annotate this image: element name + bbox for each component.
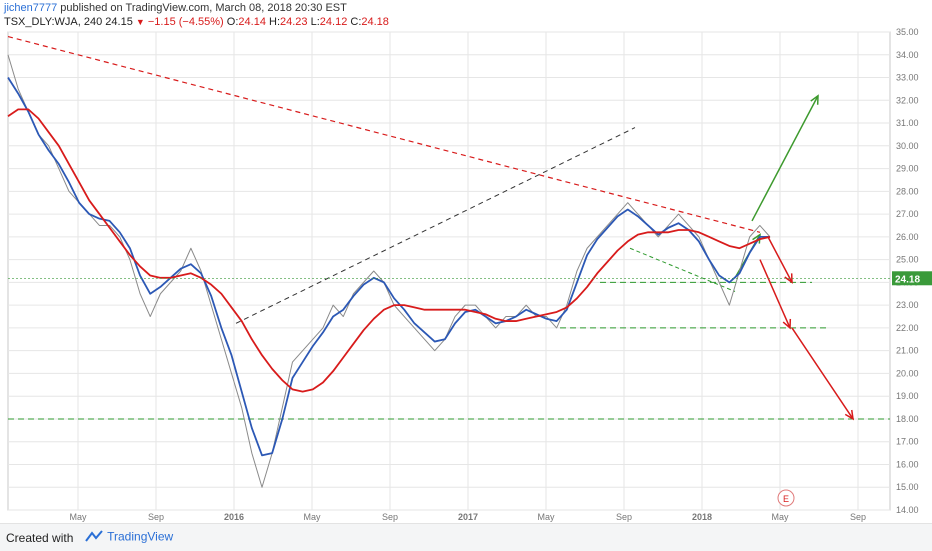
x-tick-label: May — [303, 512, 321, 522]
bearish-arrow-2 — [759, 259, 791, 329]
high-label: H: — [269, 16, 280, 28]
series-line — [7, 77, 770, 457]
open-label: O: — [226, 16, 239, 28]
y-tick-label: 34.00 — [896, 50, 919, 60]
chart-area[interactable]: 35.00 34.00 33.00 32.00 31.00 30.00 29.00 28.00… — [0, 27, 932, 523]
earnings-marker-label: E — [783, 494, 789, 504]
x-tick-label: May — [537, 512, 555, 522]
y-tick-label: 22.00 — [896, 323, 919, 333]
tradingview-link[interactable]: TradingView — [84, 529, 173, 546]
header-quote-line: TSX_DLY:WJA, 240 24.15 ▼ −1.15 (−4.55%) … — [4, 16, 389, 28]
earnings-marker-icon — [777, 489, 795, 507]
tradingview-brand-label: TradingView — [107, 529, 174, 544]
y-tick-label: 15.00 — [896, 482, 919, 492]
x-tick-label: Sep — [616, 512, 632, 522]
bearish-arrow-3 — [791, 327, 854, 420]
y-tick-label: 21.00 — [896, 346, 919, 356]
open-value: 24.14 — [238, 16, 266, 28]
bearish-arrow-3-head — [844, 409, 854, 421]
bullish-arrow-head — [810, 94, 819, 105]
tradingview-logo-icon — [84, 529, 104, 546]
y-tick-label: 32.00 — [896, 95, 919, 105]
x-tick-label: May — [69, 512, 87, 522]
y-tick-label: 20.00 — [896, 368, 919, 378]
header-publish-line: jichen7777 published on TradingView.com,… — [4, 2, 347, 14]
bearish-arrow-1-head — [784, 273, 793, 284]
high-value: 24.23 — [280, 16, 308, 28]
x-tick-label: May — [771, 512, 789, 522]
low-value: 24.12 — [319, 16, 348, 28]
y-tick-label: 19.00 — [896, 391, 919, 401]
overlay: 24.18 E — [8, 271, 932, 507]
close-label: C: — [350, 16, 362, 28]
price-change: −1.15 (−4.55%) — [147, 16, 224, 28]
y-tick-label: 26.00 — [896, 232, 919, 242]
down-arrow-icon: ▼ — [135, 17, 145, 27]
y-tick-label: 27.00 — [896, 209, 919, 219]
bounce-arrow-head — [752, 233, 761, 244]
published-text: published on TradingView.com, March 08, … — [60, 2, 347, 14]
series-line — [7, 108, 771, 393]
x-tick-label: Sep — [148, 512, 164, 522]
y-tick-label: 28.00 — [896, 186, 919, 196]
footer-bar: Created with TradingView — [0, 523, 932, 551]
y-tick-label: 35.00 — [896, 28, 919, 37]
x-tick-label: Sep — [850, 512, 866, 522]
last-price: 24.15 — [105, 16, 133, 28]
price-chart[interactable]: 35.00 34.00 33.00 32.00 31.00 30.00 29.00 28.00… — [0, 27, 932, 523]
x-tick-label: 2016 — [224, 512, 244, 522]
symbol-label: TSX_DLY:WJA, 240 — [4, 16, 103, 28]
bearish-arrow-2-head — [782, 318, 792, 330]
wedge-line — [629, 247, 736, 292]
y-tick-label: 17.00 — [896, 437, 919, 447]
support-trendline — [235, 127, 636, 324]
resistance-trendline — [7, 35, 761, 233]
series-group — [7, 54, 771, 488]
author-link[interactable]: jichen7777 — [4, 2, 58, 14]
close-value: 24.18 — [361, 16, 389, 28]
y-tick-label: 16.00 — [896, 459, 919, 469]
y-tick-label: 25.00 — [896, 255, 919, 265]
x-tick-label: Sep — [382, 512, 398, 522]
series-line — [7, 54, 771, 488]
y-tick-label: 30.00 — [896, 141, 919, 151]
x-tick-label: 2018 — [692, 512, 712, 522]
created-with-text: Created with — [6, 531, 74, 545]
y-tick-label: 29.00 — [896, 164, 919, 174]
price-label: 24.18 — [895, 274, 920, 285]
y-tick-label: 31.00 — [896, 118, 919, 128]
x-axis: May Sep 2016 May Sep 2017 May Sep 2018 May Sep — [69, 512, 866, 522]
low-label: L: — [310, 16, 320, 28]
bullish-arrow — [751, 95, 819, 222]
plot-frame — [7, 31, 891, 511]
y-axis: 35.00 34.00 33.00 32.00 31.00 30.00 29.00 28.00… — [896, 27, 919, 515]
grid — [7, 31, 891, 511]
bearish-arrow-1 — [767, 236, 793, 283]
y-tick-label: 23.00 — [896, 300, 919, 310]
chart-header: jichen7777 published on TradingView.com,… — [4, 2, 924, 32]
y-tick-label: 14.00 — [896, 505, 919, 515]
y-tick-label: 33.00 — [896, 73, 919, 83]
price-label-box — [892, 271, 932, 286]
y-tick-label: 18.00 — [896, 414, 919, 424]
x-tick-label: 2017 — [458, 512, 478, 522]
